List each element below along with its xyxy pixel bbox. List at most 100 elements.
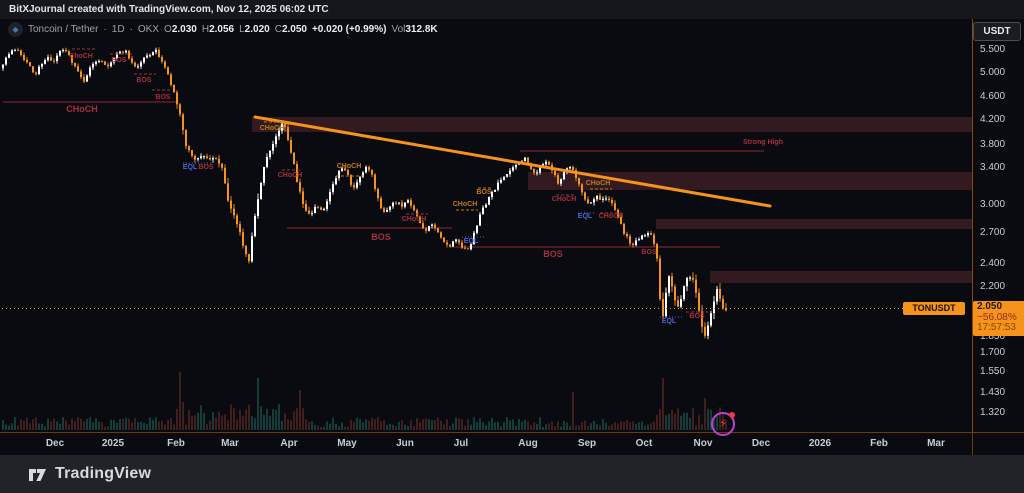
candle-body xyxy=(269,150,271,158)
candle-body xyxy=(23,55,25,60)
volume-bar xyxy=(668,413,670,430)
supply-zone[interactable] xyxy=(252,117,972,132)
volume-bar xyxy=(392,424,394,430)
volume-bar xyxy=(683,412,685,430)
tradingview-logo-icon[interactable] xyxy=(28,465,47,484)
candle-body xyxy=(257,199,259,216)
candle-body xyxy=(140,62,142,67)
candle-body xyxy=(692,277,694,280)
event-lightning-icon[interactable]: ⚡ xyxy=(711,412,735,436)
volume-bar xyxy=(665,415,667,430)
candle-body xyxy=(398,202,400,204)
volume-bar xyxy=(356,417,358,430)
candle-body xyxy=(137,66,139,68)
candle-body xyxy=(710,313,712,326)
volume-bar xyxy=(53,418,55,430)
candle-body xyxy=(665,292,667,317)
symbol-legend-row[interactable]: ◆ Toncoin / Tether · 1D · OKX O2.030 H2.… xyxy=(8,21,438,37)
volume-bar xyxy=(614,422,616,430)
last-price-badge: 2.050 −56.08% 17:57:53 xyxy=(973,301,1024,336)
volume-bar xyxy=(395,425,397,430)
time-axis[interactable]: Dec 2025 Feb Mar Apr May Jun Jul Aug Sep Oct Nov Dec… xyxy=(0,432,1024,456)
candle-body xyxy=(161,56,163,62)
volume-bar xyxy=(89,417,91,430)
volume-bar xyxy=(410,420,412,430)
candle-body xyxy=(500,180,502,183)
ohlc-close: C2.050 xyxy=(274,23,307,35)
candle-body xyxy=(575,170,577,179)
candle-body xyxy=(107,64,109,67)
volume-bar xyxy=(704,398,706,430)
symbol-name[interactable]: Toncoin / Tether xyxy=(28,23,99,35)
candle-body xyxy=(485,204,487,208)
volume-bar xyxy=(473,417,475,430)
volume-bar xyxy=(308,422,310,430)
time-tick-label: 2026 xyxy=(808,438,832,449)
supply-zone[interactable] xyxy=(528,172,972,190)
candle-body xyxy=(119,51,121,54)
candle-body xyxy=(197,158,199,160)
time-tick-label: Feb xyxy=(167,438,185,449)
annotation-label-choch: CHoCH xyxy=(453,201,478,208)
candle-body xyxy=(68,51,70,56)
volume-bar xyxy=(506,417,508,430)
supply-zone[interactable] xyxy=(710,271,972,283)
currency-toggle-button[interactable]: USDT xyxy=(973,22,1021,41)
candle-body xyxy=(503,176,505,181)
last-price-value: 2.050 xyxy=(977,301,1003,312)
volume-bar xyxy=(656,414,658,430)
volume-bar xyxy=(92,422,94,430)
volume-bar xyxy=(608,425,610,430)
candle-body xyxy=(548,161,550,165)
price-axis[interactable]: 5.500 5.000 4.600 4.200 3.800 3.400 3.000 2.700… xyxy=(972,18,1024,432)
candle-body xyxy=(53,60,55,62)
volume-bar xyxy=(659,408,661,430)
volume-bar xyxy=(152,419,154,430)
descending-trendline[interactable] xyxy=(253,115,772,208)
volume-bar xyxy=(476,421,478,430)
tradingview-wordmark[interactable]: TradingView xyxy=(55,465,152,482)
candle-body xyxy=(227,183,229,201)
volume-bar xyxy=(38,423,40,430)
supply-zone[interactable] xyxy=(656,219,972,229)
candle-body xyxy=(689,277,691,279)
volume-bar xyxy=(101,422,103,430)
candle-body xyxy=(65,49,67,52)
volume-bar xyxy=(422,419,424,430)
volume-bar xyxy=(107,426,109,430)
candle-body xyxy=(143,57,145,63)
volume-bar xyxy=(56,421,58,430)
candle-body xyxy=(704,326,706,336)
candle-body xyxy=(533,169,535,173)
candle-body xyxy=(497,182,499,190)
volume-bar xyxy=(452,423,454,430)
volume-bar xyxy=(203,412,205,430)
candle-body xyxy=(122,51,124,53)
annotation-label-bos: BOS xyxy=(476,189,492,196)
candle-body xyxy=(125,50,127,53)
volume-bar xyxy=(158,421,160,430)
volume-bar xyxy=(155,417,157,430)
volume-bar xyxy=(380,421,382,430)
volume-bar xyxy=(590,423,592,430)
candle-body xyxy=(110,62,112,67)
candle-body xyxy=(239,224,241,233)
volume-bar xyxy=(20,419,22,430)
candle-body xyxy=(647,233,649,236)
price-tick-label: 2.200 xyxy=(980,281,1006,292)
volume-bar xyxy=(68,424,70,430)
time-tick-label: Mar xyxy=(221,438,239,449)
candle-body xyxy=(194,155,196,160)
candle-body xyxy=(536,172,538,174)
volume-bar xyxy=(539,417,541,430)
candle-body xyxy=(680,299,682,307)
timeframe-label[interactable]: 1D xyxy=(111,23,125,35)
candle-body xyxy=(302,191,304,204)
volume-bar xyxy=(299,390,301,430)
annotation-label-choch: CHoCH xyxy=(586,180,611,187)
candle-body xyxy=(230,200,232,209)
volume-bar xyxy=(206,424,208,430)
candle-body xyxy=(440,232,442,238)
time-tick-label: Sep xyxy=(577,438,597,449)
